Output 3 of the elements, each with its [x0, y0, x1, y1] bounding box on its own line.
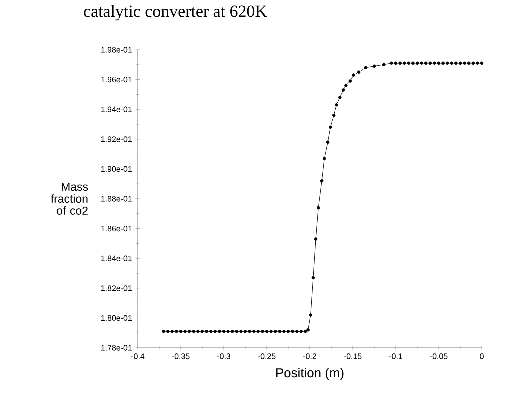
y-axis-title: Mass fraction of co2	[51, 183, 88, 215]
x-axis-title: Position (m)	[276, 368, 344, 380]
chart-title: catalytic converter at 620K	[84, 5, 268, 21]
